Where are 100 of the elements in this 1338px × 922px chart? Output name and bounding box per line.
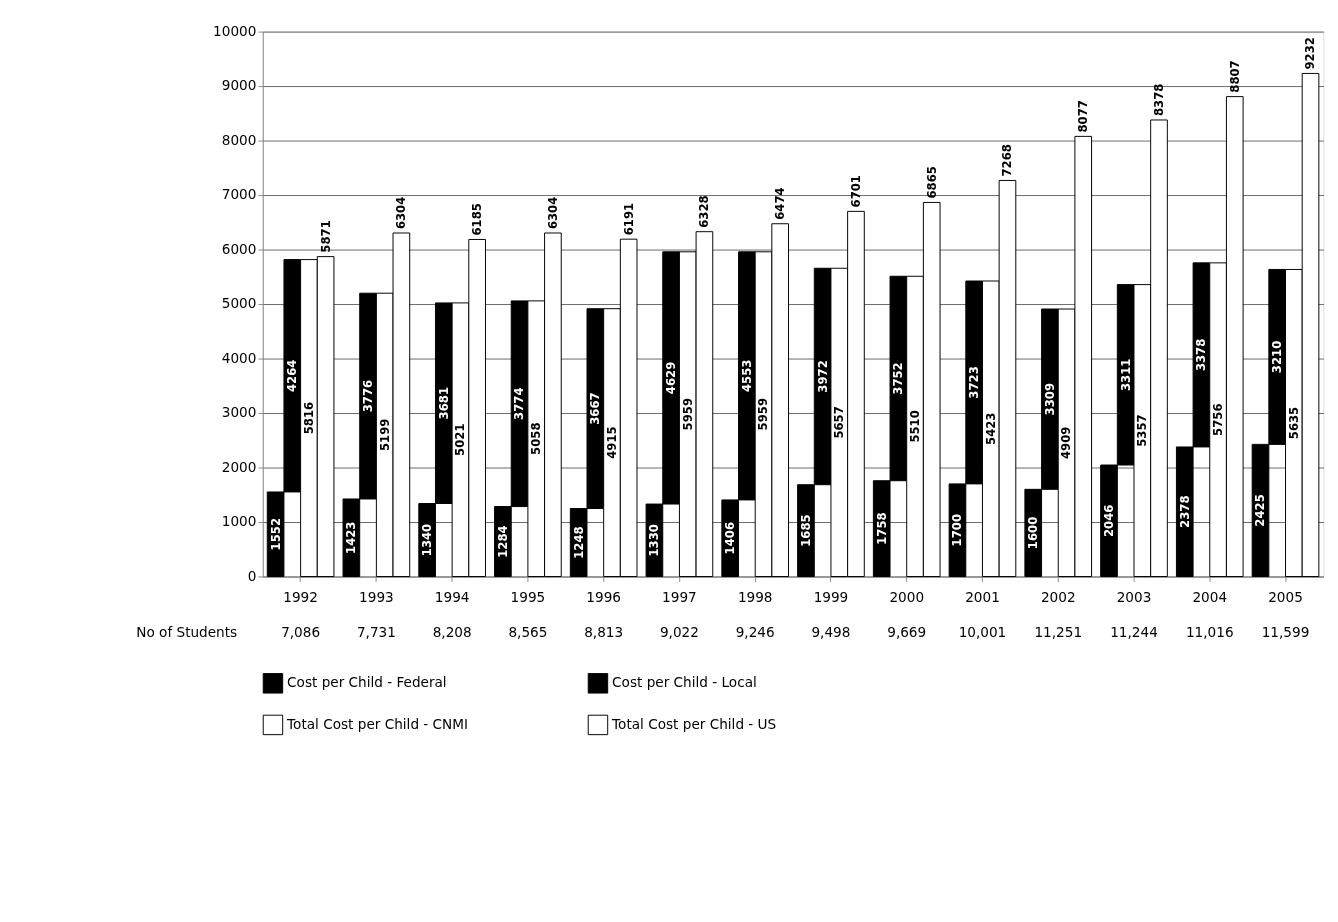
data-label: 5816: [301, 401, 316, 435]
text: 8,208: [432, 623, 472, 640]
legend-label: Total Cost per Child - US: [611, 715, 777, 732]
data-label: 5657: [832, 406, 847, 439]
text: 11,251: [1034, 623, 1083, 640]
text: 11,599: [1261, 623, 1310, 640]
data-label: 3681: [436, 386, 451, 420]
legend-label: Cost per Child - Local: [612, 674, 757, 691]
text: No of Students: [136, 623, 238, 640]
x-tick-label: 2005: [1268, 589, 1303, 606]
x-tick-label: 2000: [889, 589, 925, 606]
data-label: 3776: [360, 379, 375, 413]
y-tick-label: 6000: [221, 240, 257, 257]
data-label: 4553: [739, 359, 754, 393]
data-label: 5199: [377, 418, 392, 452]
legend-label: Total Cost per Child - CNMI: [286, 715, 469, 732]
y-tick-label: 1000: [221, 513, 257, 530]
data-label: 8378: [1151, 83, 1166, 117]
data-label: 3752: [891, 362, 906, 395]
data-label: 4264: [285, 359, 300, 392]
data-label: 7268: [1000, 144, 1015, 177]
data-label: 3972: [815, 360, 830, 393]
text: 8,813: [584, 623, 624, 640]
data-label: 1340: [420, 523, 435, 557]
data-label: 1600: [1026, 516, 1041, 550]
data-label: 2046: [1101, 504, 1116, 537]
x-tick-label: 2003: [1116, 589, 1152, 606]
y-tick-label: 10000: [213, 22, 257, 39]
data-label: 4909: [1059, 426, 1074, 459]
data-label: 1423: [344, 521, 359, 554]
y-tick-label: 0: [247, 567, 257, 584]
data-label: 2425: [1253, 494, 1268, 527]
text: 8,565: [508, 623, 548, 640]
data-label: 5959: [756, 397, 771, 431]
text: 9,246: [735, 623, 775, 640]
text: 10,001: [958, 623, 1007, 640]
data-label: 3210: [1270, 340, 1285, 374]
data-label: 1758: [874, 512, 889, 545]
x-tick-label: 1996: [586, 589, 621, 606]
data-label: 3311: [1118, 358, 1133, 392]
text: 9,498: [811, 623, 851, 640]
text: 7,731: [356, 623, 396, 640]
data-label: 3378: [1194, 338, 1209, 372]
data-label: 6304: [394, 196, 409, 230]
data-label: 6474: [773, 187, 788, 220]
data-label: 6328: [697, 195, 712, 228]
data-label: 5058: [529, 422, 544, 455]
data-label: 6191: [621, 202, 636, 236]
data-label: 1406: [723, 521, 738, 555]
data-label: 6304: [545, 196, 560, 230]
x-tick-label: 1992: [283, 589, 318, 606]
x-tick-label: 1994: [434, 589, 470, 606]
text: 9,022: [659, 623, 699, 640]
x-tick-label: 1998: [737, 589, 773, 606]
data-label: 6865: [924, 166, 939, 199]
text: 7,086: [281, 623, 321, 640]
data-label: 3723: [967, 366, 982, 399]
data-label: 1552: [268, 518, 283, 551]
data-label: 3774: [512, 387, 527, 420]
data-label: 4629: [663, 361, 678, 395]
x-tick-label: 1999: [813, 589, 849, 606]
data-label: 1700: [950, 513, 965, 547]
data-label: 3667: [588, 392, 603, 425]
data-label: 3309: [1042, 382, 1057, 416]
data-label: 1685: [798, 514, 813, 547]
data-label: 5510: [907, 410, 922, 443]
legend-label: Cost per Child - Federal: [287, 674, 447, 691]
data-label: 5871: [318, 220, 333, 253]
x-tick-label: 2002: [1040, 589, 1076, 606]
data-label: 8077: [1076, 100, 1091, 133]
data-label: 5959: [680, 397, 695, 431]
text: 9,669: [887, 623, 927, 640]
data-label: 6185: [470, 203, 485, 236]
y-tick-label: 2000: [221, 458, 257, 475]
data-label: 9232: [1303, 37, 1318, 70]
y-tick-label: 9000: [221, 77, 257, 94]
y-tick-label: 4000: [221, 349, 257, 366]
x-tick-label: 1993: [359, 589, 394, 606]
data-label: 5357: [1135, 414, 1150, 447]
y-tick-label: 7000: [221, 186, 257, 203]
text: 11,016: [1185, 623, 1234, 640]
data-label: 2378: [1177, 495, 1192, 528]
y-tick-label: 3000: [221, 404, 257, 421]
data-label: 1248: [571, 526, 586, 559]
x-tick-label: 1997: [662, 589, 697, 606]
text: 11,244: [1110, 623, 1158, 640]
data-label: 1284: [495, 525, 510, 558]
data-label: 5423: [983, 412, 998, 445]
data-label: 5635: [1286, 406, 1301, 440]
y-tick-label: 8000: [221, 131, 257, 148]
data-label: 5021: [453, 423, 468, 456]
data-label: 5756: [1210, 403, 1225, 436]
data-label: 6701: [848, 175, 863, 208]
data-label: 1330: [647, 524, 662, 557]
data-label: 4915: [604, 426, 619, 459]
x-tick-label: 1995: [510, 589, 546, 606]
x-tick-label: 2004: [1192, 589, 1228, 606]
data-label: 8807: [1227, 60, 1242, 93]
y-tick-label: 5000: [221, 295, 257, 312]
x-tick-label: 2001: [965, 589, 1000, 606]
